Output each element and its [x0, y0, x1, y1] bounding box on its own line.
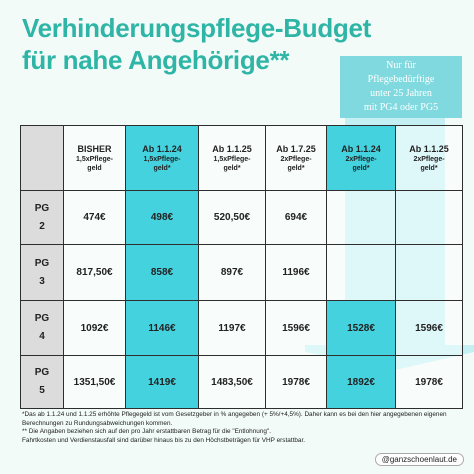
table-cell: 498€: [125, 190, 199, 245]
column-subtitle: 1,5xPflege-geld*: [143, 155, 181, 172]
column-header: Ab 1.1.24 1,5xPflege-geld*: [125, 125, 199, 191]
column-header: Ab 1.1.25 1,5xPflege-geld*: [198, 125, 266, 191]
column-header: Ab 1.7.25 2xPflege-geld*: [265, 125, 327, 191]
table-cell: 1146€: [125, 300, 199, 356]
corner-cell: [20, 125, 64, 191]
callout-line: Pflegebedürftige: [367, 74, 435, 85]
row-label-text: PG 4: [34, 313, 50, 342]
table-cell: 1892€: [326, 355, 396, 409]
row-label-text: PG 2: [34, 202, 50, 232]
table-cell: [395, 190, 463, 245]
column-subtitle: 2xPflege-geld*: [345, 155, 377, 172]
column-subtitle: 1,5xPflege-geld*: [213, 155, 251, 172]
footnotes: *Das ab 1.1.24 und 1.1.25 erhöhte Pflege…: [22, 411, 462, 445]
table-cell: 1092€: [63, 300, 126, 356]
table-cell: 1978€: [395, 355, 463, 409]
callout: Nur für Pflegebedürftige unter 25 Jahren…: [340, 56, 462, 118]
row-label: PG 2: [20, 190, 64, 245]
callout-line: Nur für: [386, 60, 416, 71]
column-title: Ab 1.1.24: [142, 143, 182, 154]
row-label-text: PG 5: [34, 367, 50, 396]
table-cell: 1596€: [265, 300, 327, 356]
callout-line: unter 25 Jahren: [370, 88, 432, 99]
title-line: für nahe Angehörige**: [22, 45, 290, 75]
footnote: ** Die Angaben beziehen sich auf den pro…: [22, 428, 271, 435]
table-cell: 1528€: [326, 300, 396, 356]
column-header: BISHER 1,5xPflege-geld: [63, 125, 126, 191]
handle: @ganzschoenlaut.de: [374, 453, 464, 466]
column-subtitle: 2xPflege-geld*: [280, 155, 312, 172]
table-cell: 858€: [125, 244, 199, 301]
table-cell: 1419€: [125, 355, 199, 409]
table-cell: [326, 244, 396, 301]
table-cell: 897€: [198, 244, 266, 301]
row-label: PG 3: [20, 244, 64, 301]
column-subtitle: 2xPflege-geld*: [413, 155, 445, 172]
title: Verhinderungspflege-Budget für nahe Ange…: [22, 12, 371, 76]
table-cell: 1978€: [265, 355, 327, 409]
table-cell: 1483,50€: [198, 355, 266, 409]
table-cell: 1197€: [198, 300, 266, 356]
table-cell: 694€: [265, 190, 327, 245]
row-label: PG 5: [20, 355, 64, 409]
table-cell: 520,50€: [198, 190, 266, 245]
column-title: Ab 1.1.24: [341, 143, 381, 154]
table-cell: [395, 244, 463, 301]
column-header: Ab 1.1.25 2xPflege-geld*: [395, 125, 463, 191]
row-label-text: PG 3: [34, 257, 50, 287]
table-cell: 817,50€: [63, 244, 126, 301]
table-cell: 1196€: [265, 244, 327, 301]
footnote: *Das ab 1.1.24 und 1.1.25 erhöhte Pflege…: [22, 411, 447, 427]
row-label: PG 4: [20, 300, 64, 356]
table-cell: [326, 190, 396, 245]
column-title: Ab 1.1.25: [212, 143, 252, 154]
column-title: BISHER: [77, 143, 112, 154]
title-line: Verhinderungspflege-Budget: [22, 13, 372, 43]
table-cell: 474€: [63, 190, 126, 245]
callout-line: mit PG4 oder PG5: [363, 102, 439, 113]
column-subtitle: 1,5xPflege-geld: [76, 155, 113, 172]
column-title: Ab 1.1.25: [409, 143, 449, 154]
column-title: Ab 1.7.25: [276, 143, 316, 154]
footnote: Fahrtkosten und Verdienstausfall sind da…: [22, 436, 306, 444]
table-cell: 1351,50€: [63, 355, 126, 409]
table-cell: 1596€: [395, 300, 463, 356]
column-header: Ab 1.1.24 2xPflege-geld*: [326, 125, 396, 191]
